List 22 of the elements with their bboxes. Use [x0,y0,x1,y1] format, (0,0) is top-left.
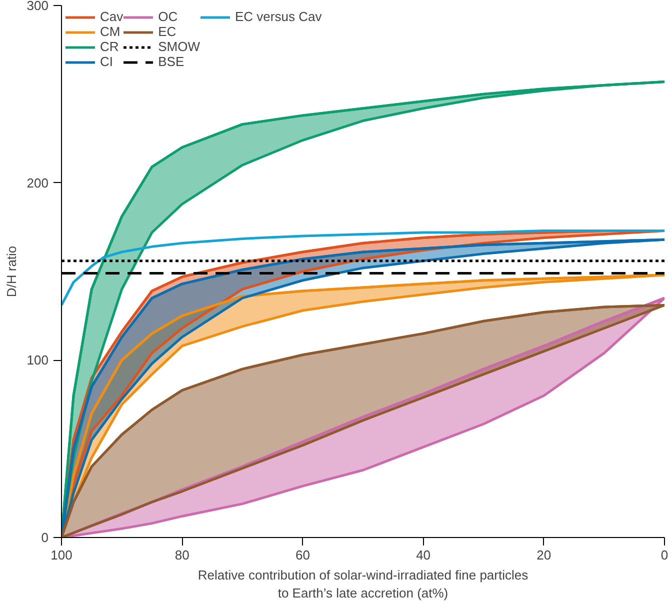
y-tick-label: 200 [26,175,49,190]
legend-label: CR [100,39,120,54]
y-tick-label: 300 [26,0,49,13]
x-tick-label: 20 [536,548,552,562]
x-tick-label: 0 [660,548,668,562]
legend-label: CI [100,54,114,69]
legend-label: EC [158,24,178,39]
legend-label: EC versus Cav [235,9,322,24]
legend-label: CM [100,24,120,39]
legend-label: BSE [158,54,184,69]
legend-label: OC [158,9,178,24]
x-tick-label: 80 [174,548,190,562]
x-tick-label: 60 [295,548,310,562]
x-axis-title: Relative contribution of solar-wind-irradiated fine particles to Earth’s late accretion (at%) [198,568,529,600]
legend-label: Cav [100,9,124,24]
x-tick-label: 40 [416,548,431,562]
y-axis-title: D/H ratio [4,246,19,298]
y-tick-label: 100 [26,352,49,368]
x-tick-label: 100 [50,548,72,562]
legend-label: SMOW [158,39,200,54]
line-series [62,229,664,306]
y-tick-label: 0 [41,530,49,545]
